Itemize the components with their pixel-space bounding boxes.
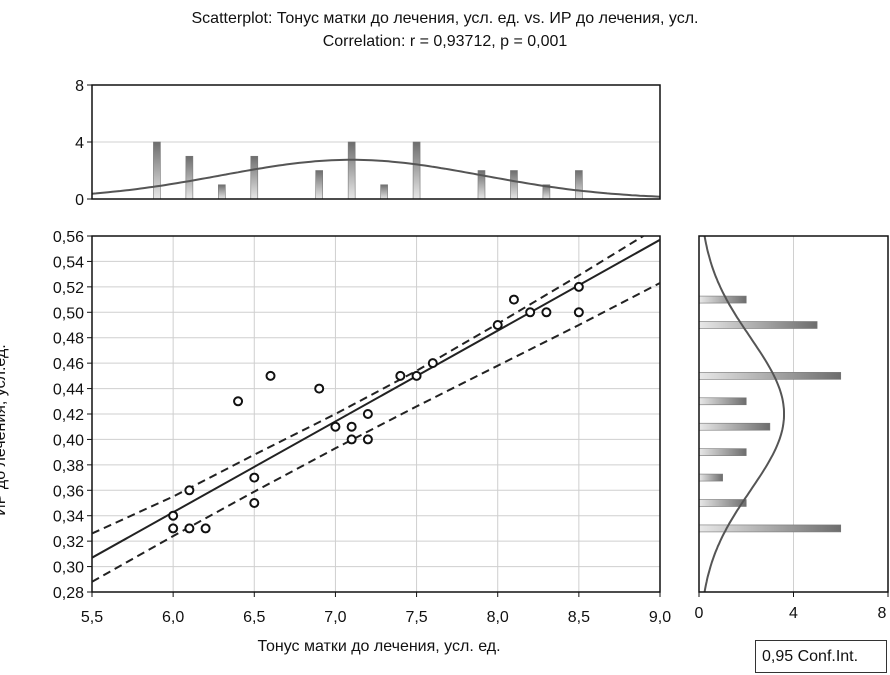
x-tick-label: 6,5	[243, 609, 265, 626]
y-tick-label: 0,46	[53, 356, 84, 373]
data-point	[362, 434, 373, 445]
right-hist-bar	[698, 372, 842, 380]
y-tick-label: 0,56	[53, 229, 84, 246]
right-hist-bar	[698, 524, 842, 533]
right-hist-normal-curve	[703, 235, 785, 593]
legend: 0,95 Conf.Int.	[755, 640, 887, 673]
right-hist-x-tick-label: 4	[789, 605, 798, 622]
ci-lower-line	[92, 282, 660, 583]
y-tick-label: 0,40	[53, 432, 84, 449]
top-hist-y-tick-label: 4	[75, 135, 84, 152]
y-tick-label: 0,54	[53, 254, 84, 271]
top-histogram-frame	[91, 84, 661, 200]
y-tick-label: 0,44	[53, 382, 84, 399]
top-hist-bar	[575, 170, 583, 200]
data-point	[411, 370, 422, 381]
right-hist-bar	[698, 295, 747, 304]
x-tick-label: 5,5	[81, 609, 103, 626]
right-hist-bar	[698, 473, 723, 482]
right-hist-bar	[698, 448, 747, 456]
data-point	[492, 320, 503, 330]
x-tick-label: 7,5	[405, 609, 427, 626]
top-hist-bar	[315, 170, 324, 200]
data-point	[525, 307, 536, 318]
data-point	[346, 421, 357, 432]
chart-title: Scatterplot: Тонус матки до лечения, усл…	[191, 10, 699, 27]
top-hist-y-tick-label: 8	[75, 78, 84, 95]
y-tick-label: 0,32	[53, 534, 84, 551]
top-hist-bar	[218, 184, 226, 200]
data-point	[346, 434, 357, 445]
right-hist-bar	[698, 422, 771, 431]
data-point	[330, 421, 341, 432]
y-tick-label: 0,48	[53, 331, 84, 348]
y-tick-label: 0,52	[53, 280, 84, 297]
data-point	[395, 370, 406, 381]
data-point	[184, 485, 195, 496]
top-hist-normal-curve	[91, 158, 661, 198]
data-point	[314, 383, 325, 394]
data-point	[362, 409, 373, 419]
data-point	[184, 523, 195, 534]
data-point	[233, 396, 244, 407]
y-tick-label: 0,30	[53, 560, 84, 577]
data-point	[249, 498, 260, 508]
x-axis-label: Тонус матки до лечения, усл. ед.	[257, 638, 501, 655]
x-tick-label: 9,0	[649, 609, 671, 626]
data-point	[573, 281, 584, 292]
top-hist-y-tick-label: 0	[75, 192, 84, 209]
x-tick-label: 8,0	[487, 609, 509, 626]
y-tick-label: 0,38	[53, 458, 84, 475]
data-point	[249, 472, 260, 483]
y-tick-label: 0,36	[53, 483, 84, 500]
regression-line	[92, 238, 660, 559]
right-hist-bar	[698, 321, 818, 329]
right-hist-bar	[698, 397, 747, 406]
ci-upper-line	[92, 236, 646, 535]
data-point	[427, 358, 438, 369]
top-hist-bar	[185, 155, 194, 200]
top-hist-bar	[250, 155, 259, 200]
top-hist-bar	[510, 170, 518, 200]
right-histogram-frame	[698, 235, 889, 593]
data-point	[508, 294, 519, 305]
chart-subtitle: Correlation: r = 0,93712, p = 0,001	[322, 33, 568, 50]
right-hist-x-tick-label: 8	[878, 605, 887, 622]
legend-label: 0,95 Conf.Int.	[762, 648, 859, 665]
top-hist-bar	[412, 141, 421, 200]
right-hist-x-tick-label: 0	[695, 605, 704, 622]
data-point	[265, 370, 276, 381]
y-tick-label: 0,50	[53, 305, 84, 322]
scatter-plot-frame	[91, 235, 661, 593]
y-tick-label: 0,34	[53, 509, 84, 526]
data-point	[573, 307, 584, 318]
top-hist-bar	[380, 184, 388, 200]
data-point	[200, 523, 211, 534]
right-hist-bar	[698, 499, 747, 507]
x-tick-label: 8,5	[568, 609, 590, 626]
x-tick-label: 7,0	[324, 609, 346, 626]
data-point	[541, 307, 552, 318]
data-point	[168, 510, 179, 521]
top-hist-bar	[153, 141, 161, 200]
y-tick-label: 0,28	[53, 585, 84, 602]
y-tick-label: 0,42	[53, 407, 84, 424]
data-point	[168, 523, 179, 534]
top-hist-bar	[347, 141, 356, 200]
x-tick-label: 6,0	[162, 609, 184, 626]
